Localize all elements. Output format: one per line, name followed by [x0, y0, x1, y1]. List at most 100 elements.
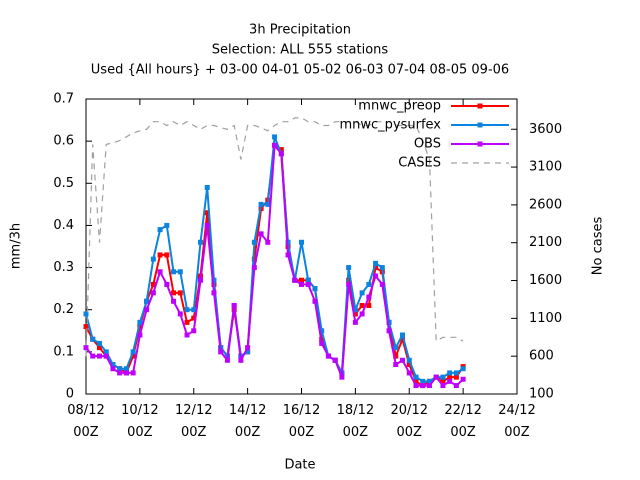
- data-point: [177, 290, 183, 296]
- data-point: [197, 277, 203, 283]
- data-point: [319, 328, 325, 334]
- data-point: [352, 311, 358, 317]
- data-point: [211, 277, 217, 283]
- data-point: [440, 383, 446, 389]
- y-tick-label: 0.7: [53, 92, 74, 107]
- data-point: [197, 239, 203, 245]
- data-point: [123, 366, 129, 372]
- data-point: [299, 239, 304, 245]
- data-point: [299, 277, 304, 283]
- data-point: [258, 201, 264, 207]
- y2-tick-label: 1100: [529, 311, 562, 326]
- y2-tick-label: 2100: [529, 235, 562, 250]
- data-point: [164, 222, 170, 228]
- data-point: [177, 269, 183, 275]
- data-point: [393, 345, 399, 351]
- y2-tick-label: 100: [529, 387, 554, 402]
- legend-label: mnwc_preop: [358, 99, 441, 114]
- x-tick-label: 16/12 00Z: [282, 403, 321, 440]
- data-point: [191, 315, 197, 321]
- data-point: [231, 303, 237, 308]
- data-point: [447, 370, 453, 376]
- series-line: [85, 117, 464, 357]
- legend-label: CASES: [398, 156, 441, 171]
- legend-label: OBS: [414, 137, 441, 152]
- data-point: [265, 239, 271, 245]
- legend-marker: [477, 122, 483, 128]
- chart-subtitle: Used {All hours} + 03-00 04-01 05-02 06-…: [91, 63, 509, 78]
- x-tick-label: 08/12 00Z: [67, 403, 105, 440]
- data-point: [251, 239, 257, 245]
- data-point: [346, 281, 352, 287]
- y2-tick-label: 600: [529, 349, 554, 364]
- data-point: [420, 383, 426, 389]
- y2-tick-label: 3600: [529, 122, 562, 137]
- legend-marker: [477, 141, 483, 147]
- data-point: [346, 265, 352, 271]
- series-line: [85, 136, 464, 383]
- data-point: [460, 376, 466, 382]
- data-point: [191, 307, 197, 313]
- data-point: [366, 281, 372, 287]
- data-point: [406, 370, 412, 376]
- data-point: [278, 147, 284, 153]
- data-point: [413, 378, 419, 384]
- data-point: [157, 227, 163, 233]
- data-point: [117, 366, 123, 372]
- y-tick-label: 0.2: [53, 302, 74, 317]
- data-point: [373, 260, 379, 266]
- data-point: [339, 374, 345, 380]
- data-point: [366, 294, 372, 300]
- y-tick-label: 0.4: [53, 218, 74, 233]
- data-point: [400, 336, 406, 342]
- data-point: [440, 374, 446, 380]
- data-point: [265, 201, 271, 207]
- data-point: [171, 290, 177, 296]
- x-tick-label: 10/12 00Z: [121, 403, 159, 440]
- data-point: [96, 340, 102, 346]
- data-point: [90, 353, 96, 359]
- data-point: [251, 265, 257, 271]
- data-point: [285, 252, 291, 258]
- data-point: [157, 252, 163, 258]
- data-point: [110, 366, 116, 372]
- x-tick-label: 24/12 00Z: [498, 403, 536, 440]
- data-point: [110, 362, 116, 367]
- y-tick-label: 0.5: [53, 176, 74, 191]
- data-point: [117, 370, 123, 376]
- data-point: [251, 256, 257, 262]
- y-axis-label: mm/3h: [9, 223, 24, 269]
- data-point: [218, 349, 224, 355]
- data-point: [150, 281, 156, 287]
- data-point: [272, 134, 278, 140]
- data-point: [238, 357, 244, 363]
- data-point: [177, 311, 183, 317]
- data-point: [144, 307, 150, 313]
- data-point: [433, 374, 439, 380]
- data-point: [460, 366, 466, 372]
- data-point: [393, 362, 399, 367]
- data-point: [184, 307, 190, 313]
- data-point: [83, 345, 89, 351]
- x-tick-label: 18/12 00Z: [336, 403, 375, 440]
- data-point: [420, 378, 426, 384]
- data-point: [204, 222, 210, 228]
- y-tick-label: 0.1: [53, 344, 74, 359]
- data-point: [379, 265, 385, 271]
- data-point: [305, 277, 311, 283]
- data-point: [164, 252, 170, 258]
- y-tick-label: 0.3: [53, 260, 74, 275]
- data-point: [83, 324, 89, 330]
- data-point: [400, 332, 406, 338]
- data-point: [305, 281, 311, 287]
- data-point: [184, 319, 190, 325]
- data-point: [312, 298, 318, 304]
- data-point: [453, 370, 459, 376]
- data-point: [157, 269, 163, 275]
- data-point: [352, 319, 358, 325]
- data-point: [379, 281, 385, 287]
- data-point: [191, 328, 197, 334]
- data-point: [96, 353, 102, 359]
- data-point: [373, 265, 379, 271]
